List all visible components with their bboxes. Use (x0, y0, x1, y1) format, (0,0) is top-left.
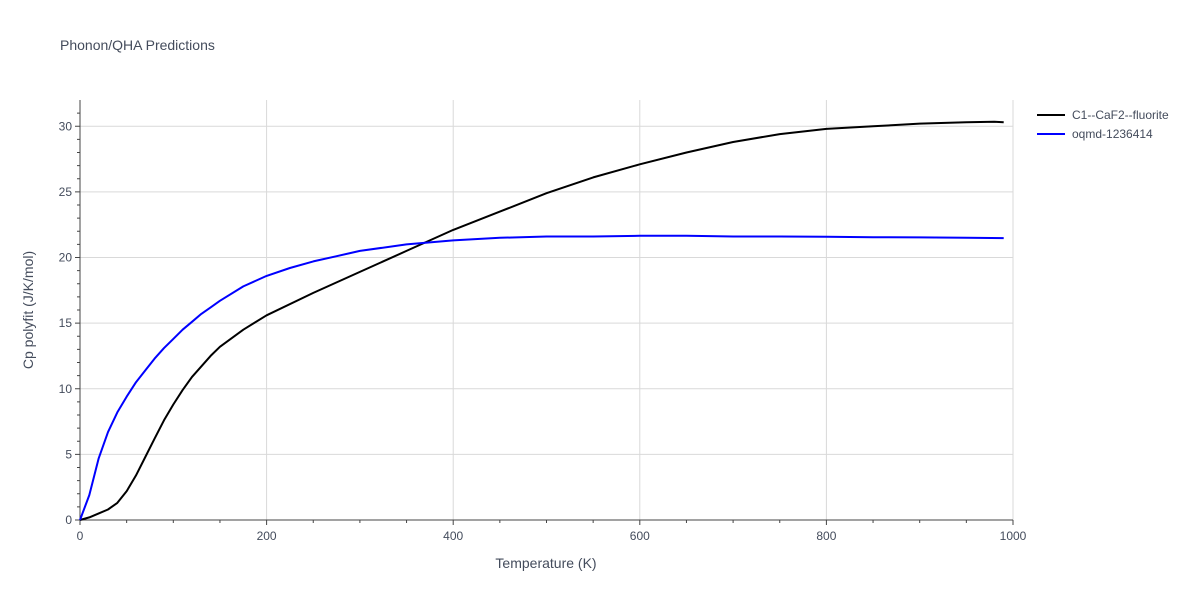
legend[interactable]: C1--CaF2--fluorite oqmd-1236414 (1037, 108, 1169, 141)
y-tick-label: 30 (59, 119, 73, 133)
y-tick-label: 20 (59, 251, 73, 265)
x-axis-label: Temperature (K) (495, 555, 596, 571)
y-tick-label: 5 (65, 447, 72, 461)
x-tick-label: 1000 (1000, 529, 1027, 543)
series-line-c1-caf2-fluorite (79, 120, 1004, 521)
y-axis-label: Cp polyfit (J/K/mol) (20, 251, 36, 369)
x-tick-label: 400 (443, 529, 463, 543)
legend-label: oqmd-1236414 (1072, 127, 1153, 141)
x-tick-label: 600 (630, 529, 650, 543)
axes: 0 5 10 15 20 25 30 0 200 400 600 800 1000 (59, 100, 1027, 543)
legend-label: C1--CaF2--fluorite (1072, 108, 1169, 122)
grid-lines (80, 100, 1014, 520)
y-tick-label: 0 (65, 513, 72, 527)
x-tick-label: 800 (816, 529, 836, 543)
x-tick-label: 200 (257, 529, 277, 543)
y-tick-label: 10 (59, 382, 73, 396)
chart-title: Phonon/QHA Predictions (60, 37, 215, 53)
series-layer (79, 120, 1004, 521)
legend-item-oqmd-1236414[interactable]: oqmd-1236414 (1037, 127, 1153, 141)
y-tick-label: 25 (59, 185, 73, 199)
legend-item-c1-caf2-fluorite[interactable]: C1--CaF2--fluorite (1037, 108, 1169, 122)
series-line-oqmd-1236414 (79, 234, 1004, 521)
y-tick-label: 15 (59, 316, 73, 330)
x-tick-label: 0 (77, 529, 84, 543)
